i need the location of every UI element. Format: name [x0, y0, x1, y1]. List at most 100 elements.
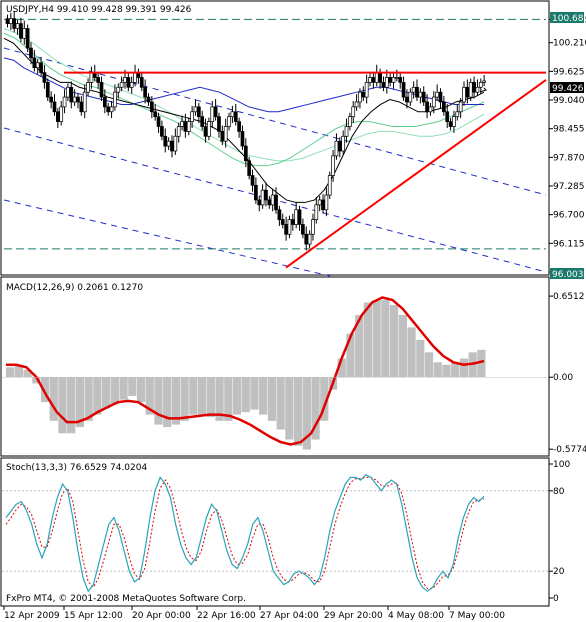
candle-body [22, 28, 27, 39]
candle-body [190, 111, 194, 122]
candle-body [408, 91, 413, 103]
current-price-value: 99.426 [552, 84, 584, 94]
candle-body [267, 199, 272, 206]
candle-body [163, 135, 168, 147]
macd-bar [145, 377, 154, 415]
stoch-tick-label: 20 [553, 567, 565, 577]
candle-body [210, 106, 215, 122]
macd-bar [311, 377, 320, 440]
candle-body [230, 111, 235, 118]
candle-body [237, 121, 241, 132]
macd-bar [14, 364, 23, 378]
candle-body [233, 111, 238, 122]
candle-body [129, 82, 134, 88]
price-tick-label: 97.285 [553, 182, 585, 192]
stoch-main-line [5, 473, 485, 593]
macd-bar [49, 377, 58, 421]
macd-bar [337, 358, 346, 378]
ma-green [3, 32, 485, 167]
candle-body [52, 101, 57, 113]
time-tick-label: 20 Apr 00:00 [132, 611, 191, 621]
candle-body [143, 86, 147, 98]
candle-body [334, 140, 339, 157]
candle-body [32, 57, 37, 69]
time-tick-label: 27 Apr 04:00 [260, 611, 319, 621]
candle-body [287, 219, 292, 235]
candle-body [106, 106, 111, 113]
macd-bar [215, 377, 224, 421]
level-high-tag [550, 12, 584, 23]
macd-bar [276, 377, 285, 430]
macd-bar [136, 377, 146, 403]
candle-body [321, 199, 325, 211]
candle-body [139, 77, 144, 88]
candle-body [113, 91, 117, 108]
candle-body [448, 121, 453, 127]
candle-body [331, 155, 335, 176]
candle-body [435, 91, 440, 98]
macd-bar [320, 377, 329, 421]
candle-body [99, 82, 104, 98]
channel-line [3, 199, 331, 277]
candle-body [378, 72, 382, 83]
current-price-arrow [479, 87, 487, 93]
candle-body [482, 80, 486, 83]
candle-body [15, 23, 20, 29]
candle-body [405, 96, 409, 103]
macd-bar [232, 377, 242, 415]
price-tick-label: 99.625 [553, 67, 585, 77]
candle-body [96, 77, 100, 83]
candle-body [468, 82, 473, 98]
candle-body [254, 184, 258, 201]
candle-body [418, 91, 423, 98]
candle-body [294, 209, 299, 225]
candle-body [176, 126, 181, 137]
candle-body [341, 135, 346, 152]
candle-body [368, 77, 372, 83]
candle-body [223, 126, 228, 142]
candle-body [290, 219, 295, 225]
candle-body [401, 82, 406, 98]
macd-bar [119, 377, 128, 400]
candle-body [395, 77, 399, 79]
candle-body [119, 82, 124, 88]
macd-bar [163, 377, 172, 428]
macd-bar [171, 377, 181, 425]
candle-body [472, 82, 476, 93]
chart-title: USDJPY,H4 99.410 99.428 99.391 99.426 [6, 5, 192, 15]
candle-body [358, 91, 362, 103]
macd-tick-label: -0.5774 [553, 445, 586, 455]
macd-bar [180, 377, 189, 421]
stoch-panel[interactable] [0, 457, 550, 607]
candle-body [227, 116, 231, 127]
candle-body [391, 77, 396, 83]
price-series [3, 10, 547, 277]
macd-bar [355, 314, 364, 378]
candle-body [361, 91, 366, 98]
macd-bar [206, 377, 215, 418]
macd-bar [154, 377, 163, 425]
candle-body [284, 224, 288, 235]
macd-bar [189, 377, 198, 415]
level-high-value: 100.685 [552, 14, 586, 24]
macd-bar [128, 377, 137, 396]
macd-bar [224, 377, 233, 421]
candle-body [76, 96, 80, 103]
candle-body [351, 106, 356, 118]
candle-body [458, 101, 463, 113]
price-tick-label: 97.870 [553, 153, 585, 163]
candle-body [123, 77, 127, 83]
candle-body [42, 72, 47, 83]
candle-body [344, 126, 349, 137]
candle-body [274, 194, 278, 211]
candle-body [250, 175, 255, 186]
macd-bar [372, 299, 381, 378]
candle-body [5, 18, 10, 24]
main-panel[interactable] [0, 0, 550, 276]
candle-body [25, 28, 30, 49]
candle-body [153, 111, 158, 118]
candle-body [116, 86, 121, 93]
macd-bar [40, 377, 50, 403]
candle-body [438, 91, 443, 103]
macd-bar [259, 377, 268, 415]
